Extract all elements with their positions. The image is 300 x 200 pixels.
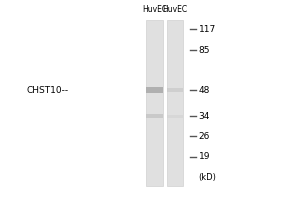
Bar [167, 20, 183, 186]
Text: 34: 34 [199, 112, 210, 121]
Text: 48: 48 [199, 86, 210, 95]
Text: 19: 19 [199, 152, 210, 161]
Text: 85: 85 [199, 46, 210, 55]
Text: 26: 26 [199, 132, 210, 141]
Text: CHST10--: CHST10-- [26, 86, 68, 95]
Bar [146, 114, 163, 118]
Bar [146, 87, 163, 93]
Text: (kD): (kD) [199, 173, 217, 182]
Text: HuvEC: HuvEC [163, 5, 188, 14]
Bar [146, 20, 163, 186]
Text: 117: 117 [199, 25, 216, 34]
Bar [167, 115, 183, 118]
Bar [167, 88, 183, 92]
Text: HuvEC: HuvEC [142, 5, 167, 14]
